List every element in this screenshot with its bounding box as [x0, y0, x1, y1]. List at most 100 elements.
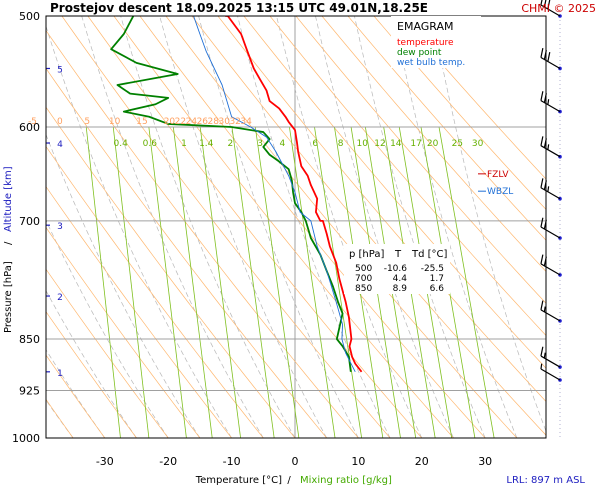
- dry-adiabat-label: 20: [164, 117, 176, 127]
- dry-adiabat-label: 15: [136, 117, 147, 127]
- barb-flag: [540, 254, 544, 265]
- dry-adiabat-label: 22: [175, 117, 186, 127]
- dry-adiabat: [46, 354, 106, 438]
- y-axis-title: Pressure [hPa] / Altitude [km]: [3, 166, 14, 333]
- mixing-ratio-label: 14: [390, 139, 402, 149]
- barb-flag: [543, 0, 547, 8]
- mixing-ratio-label: 1: [181, 139, 187, 149]
- dry-adiabat: [61, 16, 391, 438]
- moist-adiabat: [432, 16, 546, 433]
- dry-adiabat-label: 28: [208, 117, 220, 127]
- table-header-t: T: [394, 249, 402, 260]
- barb-flag: [540, 178, 544, 188]
- x-tick-label: 20: [415, 455, 429, 468]
- barb-flag: [540, 217, 544, 228]
- y-tick-label: 925: [19, 385, 40, 398]
- legend-temperature: temperature: [397, 38, 454, 48]
- altitude-tick-label: 2: [57, 293, 63, 303]
- mixing-ratio-label: 25: [452, 139, 463, 149]
- x-tick-label: -30: [96, 455, 114, 468]
- table-header-p: p [hPa]: [349, 249, 384, 260]
- altitude-tick-label: 1: [57, 369, 63, 379]
- series-line-dew-point: [110, 16, 352, 372]
- table-cell: 500: [355, 264, 372, 274]
- mixing-ratio-label: 12: [374, 139, 385, 149]
- wind-barb: [540, 363, 562, 382]
- mixing-ratio-line: [438, 126, 495, 438]
- moist-adiabat: [120, 16, 296, 438]
- plot-frame: [45, 15, 547, 439]
- x-tick-label: 0: [292, 455, 299, 468]
- chart-labels: -30 -20 -10 0 10 20 30500600700850925100054321…: [12, 10, 492, 468]
- y-axis-separator: /: [3, 241, 14, 245]
- dry-adiabat: [113, 16, 454, 438]
- dry-adiabat-label: 34: [240, 117, 252, 127]
- wind-barb: [540, 91, 562, 114]
- y-axis-pressure-label: Pressure [hPa]: [3, 261, 14, 333]
- dry-adiabat: [46, 29, 359, 438]
- legend-box: [391, 16, 481, 68]
- dry-adiabat-label: 32: [229, 117, 240, 127]
- dry-adiabat: [139, 16, 486, 438]
- y-tick-label: 1000: [12, 432, 40, 445]
- wind-barb: [540, 217, 562, 240]
- y-axis-altitude-label: Altitude [km]: [3, 166, 14, 232]
- dry-adiabat: [46, 67, 327, 438]
- legend-title: EMAGRAM: [397, 20, 454, 33]
- barb-flag: [547, 0, 551, 10]
- moist-adiabat: [159, 16, 328, 438]
- dry-adiabat: [46, 268, 169, 438]
- mixing-ratio-line: [148, 126, 187, 438]
- barb-flag: [540, 300, 544, 311]
- x-tick-label: -20: [159, 455, 177, 468]
- mixing-ratio-line: [289, 126, 336, 438]
- wbzl-label: WBZL: [487, 187, 513, 197]
- mixing-ratio-label: 30: [472, 139, 484, 149]
- lrl-label: LRL: 897 m ASL: [506, 475, 585, 486]
- dry-adiabat-label: 30: [218, 117, 230, 127]
- wind-barb: [540, 300, 562, 323]
- legend-dew-point: dew point: [397, 48, 442, 58]
- dry-adiabat: [269, 16, 546, 337]
- barb-half-flag: [543, 306, 546, 312]
- y-tick-label: 700: [19, 215, 40, 228]
- table-cell: 6.6: [430, 284, 445, 294]
- wind-barb: [540, 0, 562, 18]
- moist-adiabat: [46, 133, 201, 438]
- barb-flag: [540, 48, 544, 58]
- table-cell: 700: [355, 274, 372, 284]
- barb-flag: [540, 136, 544, 146]
- mixing-ratio-label: 8: [338, 139, 344, 149]
- mixing-ratio-label: 20: [427, 139, 439, 149]
- moist-adiabat: [198, 16, 359, 438]
- dry-adiabat: [46, 145, 264, 438]
- dry-adiabat-label: -5: [28, 117, 37, 127]
- altitude-tick-label: 3: [57, 222, 63, 232]
- table-cell: -10.6: [384, 264, 408, 274]
- y-tick-label: 850: [19, 333, 40, 346]
- dry-adiabat-label: 24: [186, 117, 198, 127]
- wind-barbs: [540, 0, 562, 438]
- table-cell: 1.7: [430, 274, 444, 284]
- chmi-credit: CHMI © 2025: [521, 2, 596, 15]
- dry-adiabat: [46, 311, 137, 438]
- series-line-temperature: [225, 16, 363, 373]
- barb-half-flag: [543, 352, 546, 359]
- dry-adiabat-label: 26: [197, 117, 209, 127]
- dry-adiabat: [399, 16, 546, 180]
- freezing-level-markers: FZLV WBZL: [478, 170, 513, 197]
- mixing-ratio-line: [112, 126, 150, 438]
- dry-adiabat: [295, 16, 546, 304]
- barb-half-flag: [547, 99, 550, 105]
- mixing-ratio-label: 6: [312, 139, 318, 149]
- mixing-ratio-label: 10: [356, 139, 368, 149]
- dry-adiabat-label: 5: [84, 117, 90, 127]
- dry-adiabat-label: 10: [109, 117, 121, 127]
- series-line-wet-bulb-temp: [193, 16, 356, 373]
- table-header-td: Td [°C]: [411, 249, 448, 260]
- barb-flag: [540, 0, 543, 6]
- x-axis-title: Temperature [°C] / Mixing ratio [g/kg]: [195, 475, 392, 486]
- legend-wet-bulb: wet bulb temp.: [397, 58, 465, 68]
- moist-adiabat: [393, 16, 518, 438]
